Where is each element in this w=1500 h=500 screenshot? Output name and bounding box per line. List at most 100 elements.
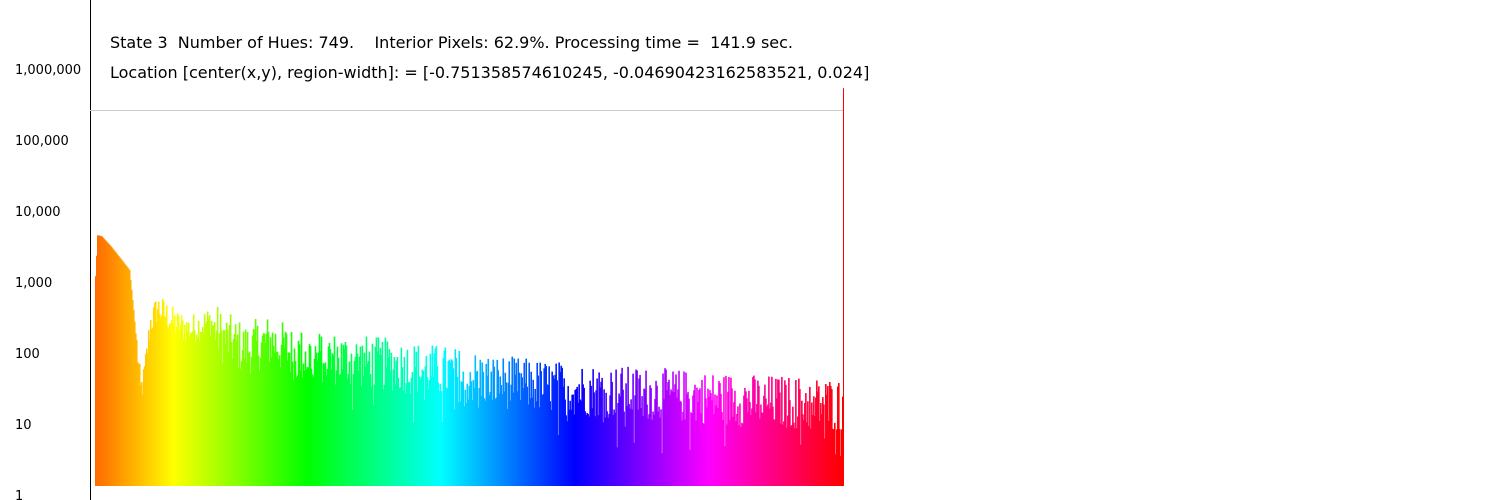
histogram-bar (670, 389, 672, 486)
histogram-bar (184, 340, 187, 486)
histogram-bar (615, 369, 617, 486)
histogram-bar (724, 446, 726, 486)
histogram-bar (325, 375, 328, 486)
histogram-bar (217, 349, 220, 486)
histogram-bar (530, 371, 533, 486)
histogram-bar (329, 349, 332, 486)
histogram-bar (442, 358, 445, 486)
histogram-bar (400, 347, 403, 486)
histogram-bar (711, 400, 713, 486)
histogram-bar (398, 387, 401, 486)
histogram-bar (763, 395, 765, 486)
histogram-bar (523, 362, 526, 486)
histogram-bar (819, 420, 821, 486)
histogram-bar (340, 343, 343, 486)
histogram-bar (825, 384, 827, 486)
histogram-bar (296, 375, 299, 486)
histogram-bar (153, 302, 156, 486)
histogram-bar (260, 342, 263, 486)
histogram-bar (690, 412, 692, 486)
histogram-bar (372, 404, 375, 486)
histogram-bar (515, 362, 518, 486)
histogram-bar (288, 352, 291, 486)
histogram-bar (216, 306, 219, 486)
histogram-bar (108, 244, 111, 486)
histogram-bar (300, 332, 303, 486)
histogram-bar (835, 454, 837, 486)
histogram-bar (252, 328, 255, 486)
histogram-bar (610, 372, 612, 486)
histogram-bar (218, 333, 221, 486)
histogram-bar (170, 320, 173, 486)
histogram-bar (504, 372, 507, 486)
histogram-bar (544, 363, 546, 486)
histogram-bar (734, 390, 736, 486)
histogram-bar (191, 331, 194, 486)
histogram-bar (703, 424, 705, 486)
histogram-bar (553, 378, 555, 486)
histogram-bar (338, 375, 341, 486)
histogram-bar (660, 409, 662, 486)
histogram-bar (555, 363, 557, 486)
histogram-bar (698, 390, 700, 486)
histogram-bar (477, 407, 480, 486)
histogram-bar (636, 370, 638, 486)
histogram-bar (568, 409, 570, 486)
histogram-bar (236, 334, 239, 486)
histogram-bar (307, 367, 310, 486)
histogram-bar (182, 339, 185, 486)
histogram-bar (797, 416, 799, 486)
histogram-bar (767, 404, 769, 486)
histogram-bar (576, 386, 578, 486)
histogram-bar (399, 387, 402, 486)
histogram-bar (691, 413, 693, 486)
histogram-bar (526, 386, 529, 486)
histogram-bar (389, 371, 392, 486)
histogram-bar (752, 377, 754, 486)
histogram-bar (314, 346, 317, 486)
histogram-bar (714, 394, 716, 486)
histogram-bar (800, 444, 802, 486)
histogram-bar (415, 351, 418, 486)
histogram-bar (386, 341, 389, 486)
histogram-bar (454, 349, 457, 486)
histogram-bar (101, 237, 104, 486)
histogram-bar (627, 366, 629, 486)
histogram-bar (113, 251, 116, 486)
histogram-bar (410, 377, 413, 486)
histogram-bar (604, 417, 606, 486)
histogram-bar (579, 399, 581, 486)
histogram-bar (809, 386, 811, 486)
histogram-bar (311, 374, 314, 486)
histogram-bars (95, 235, 844, 486)
histogram-bar (199, 331, 202, 486)
histogram-bar (748, 390, 750, 486)
histogram-bar (135, 339, 138, 486)
histogram-bar (155, 322, 158, 486)
histogram-bar (829, 382, 831, 486)
histogram-bar (541, 394, 543, 486)
histogram-bar (132, 310, 135, 486)
histogram-bar (267, 331, 270, 486)
histogram-bar (708, 396, 710, 486)
histogram-bar (565, 415, 567, 486)
histogram-bar (185, 322, 188, 486)
histogram-bar (518, 372, 521, 486)
histogram-bar (718, 381, 720, 486)
histogram-bar (345, 345, 348, 486)
histogram-bar (791, 425, 793, 486)
histogram-bar (446, 388, 449, 486)
histogram-bar (493, 366, 496, 486)
histogram-bar (221, 363, 224, 486)
histogram-bar (597, 415, 599, 486)
histogram-bar (121, 261, 124, 486)
histogram-bar (625, 383, 627, 486)
histogram-bar (647, 418, 649, 486)
histogram-bar (784, 380, 786, 486)
histogram-bar (453, 409, 456, 486)
histogram-bar (122, 262, 125, 486)
histogram-bar (569, 400, 571, 486)
histogram-bar (240, 360, 243, 486)
histogram-bar (463, 406, 466, 486)
histogram-bar (375, 337, 378, 486)
